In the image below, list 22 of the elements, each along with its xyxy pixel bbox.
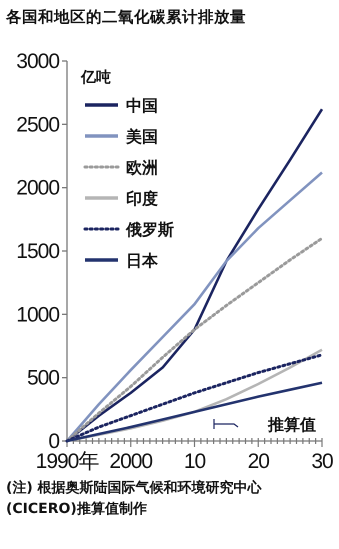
legend-label: 美国 bbox=[125, 127, 158, 146]
legend-label: 印度 bbox=[126, 189, 158, 208]
annotation: 推算值 bbox=[267, 415, 316, 434]
legend-label: 欧洲 bbox=[126, 158, 158, 177]
y-tick-label: 1000 bbox=[16, 303, 60, 326]
x-tick-label: 30 bbox=[311, 450, 333, 473]
x-tick-label: 10 bbox=[184, 450, 206, 473]
chart-title: 各国和地区的二氧化碳累计排放量 bbox=[5, 8, 246, 26]
legend-label: 日本 bbox=[126, 251, 159, 270]
y-tick-label: 2500 bbox=[16, 113, 60, 136]
legend-label: 中国 bbox=[126, 96, 158, 115]
x-tick-label: 1990年 bbox=[36, 450, 100, 473]
y-tick-label: 500 bbox=[26, 366, 60, 390]
y-axis-title: 亿吨 bbox=[80, 68, 111, 86]
y-tick-label: 3000 bbox=[16, 50, 60, 73]
y-tick-label: 0 bbox=[48, 430, 60, 453]
legend-label: 俄罗斯 bbox=[125, 220, 174, 239]
x-tick-label: 2000 bbox=[109, 450, 152, 473]
text: (注) 根据奥斯陆国际气候和环境研究中心(CICERO)推算值制作 bbox=[6, 478, 263, 519]
x-tick-label: 20 bbox=[248, 450, 270, 473]
y-tick-label: 1500 bbox=[16, 240, 60, 263]
y-tick-label: 2000 bbox=[16, 176, 60, 200]
